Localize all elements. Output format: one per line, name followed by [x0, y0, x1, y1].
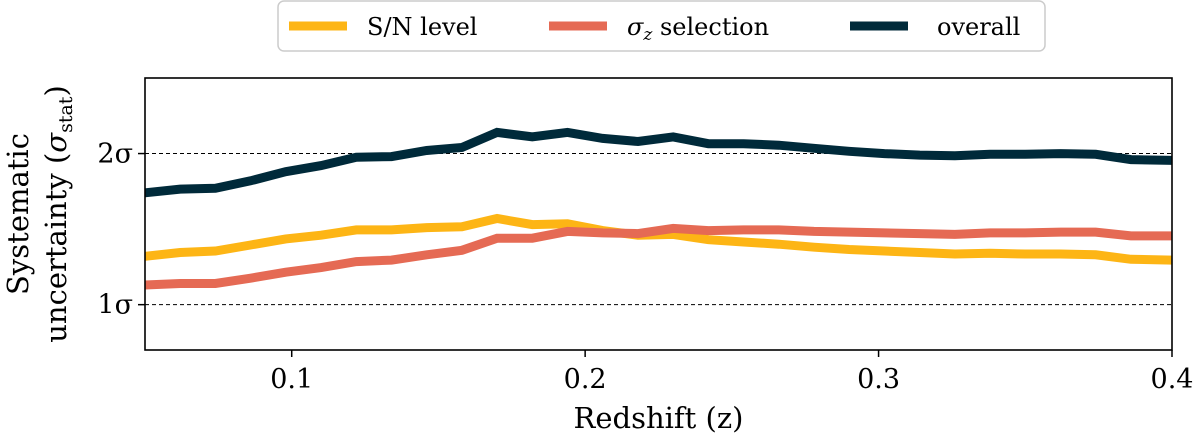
x-tick-label: 0.1 [270, 364, 313, 395]
series-lines [144, 127, 1173, 290]
legend: S/N level σz selection overall [277, 0, 1046, 52]
axes-frame [144, 77, 1173, 351]
x-tick-label: 0.4 [1151, 364, 1194, 395]
x-axis-label: Redshift (z) [574, 401, 744, 435]
legend-label-overall: overall [937, 13, 1020, 41]
y-axis-ticks: 1σ 2σ [97, 139, 145, 321]
y-tick-label: 1σ [97, 290, 133, 321]
legend-box [277, 0, 1046, 52]
series-line-2 [144, 127, 1173, 198]
y-axis-label-line2: uncertainty (σstat) [39, 85, 77, 343]
x-tick-label: 0.3 [857, 364, 900, 395]
legend-label-sigma-z-selection: σz selection [627, 13, 769, 45]
x-tick-label: 0.2 [564, 364, 607, 395]
y-tick-label: 2σ [97, 139, 133, 170]
x-axis-ticks: 0.1 0.2 0.3 0.4 [270, 350, 1193, 395]
y-axis-label: Systematic uncertainty (σstat) [1, 85, 77, 343]
y-axis-label-line1: Systematic [1, 133, 35, 295]
series-line-0 [144, 213, 1173, 265]
legend-label-sn-level: S/N level [367, 13, 477, 41]
series-line-1 [144, 223, 1172, 290]
